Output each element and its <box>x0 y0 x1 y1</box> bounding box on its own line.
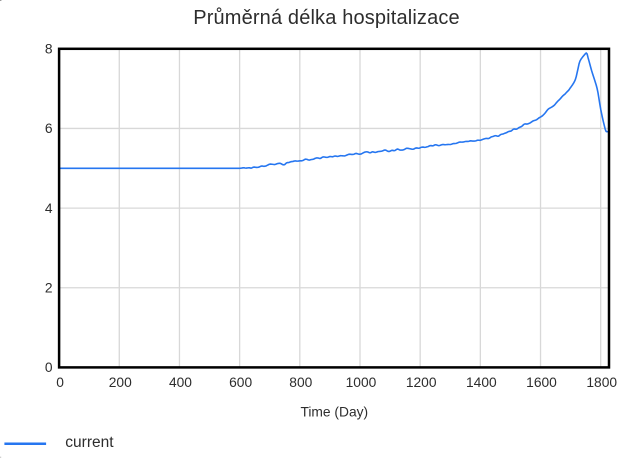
svg-text:0: 0 <box>45 360 53 375</box>
svg-text:200: 200 <box>109 375 132 390</box>
svg-text:800: 800 <box>289 375 312 390</box>
svg-text:6: 6 <box>45 121 53 136</box>
svg-text:current: current <box>65 434 114 451</box>
svg-text:1000: 1000 <box>346 375 377 390</box>
svg-text:8: 8 <box>45 42 53 57</box>
svg-text:2: 2 <box>45 280 53 295</box>
svg-text:1400: 1400 <box>466 375 497 390</box>
svg-text:1600: 1600 <box>526 375 557 390</box>
svg-text:400: 400 <box>169 375 192 390</box>
svg-text:600: 600 <box>229 375 252 390</box>
svg-text:1800: 1800 <box>586 375 617 390</box>
svg-text:Průměrná délka hospitalizace: Průměrná délka hospitalizace <box>193 7 460 29</box>
svg-text:0: 0 <box>56 375 64 390</box>
svg-text:Time (Day): Time (Day) <box>300 405 368 420</box>
svg-text:1200: 1200 <box>406 375 437 390</box>
svg-text:4: 4 <box>45 201 53 216</box>
